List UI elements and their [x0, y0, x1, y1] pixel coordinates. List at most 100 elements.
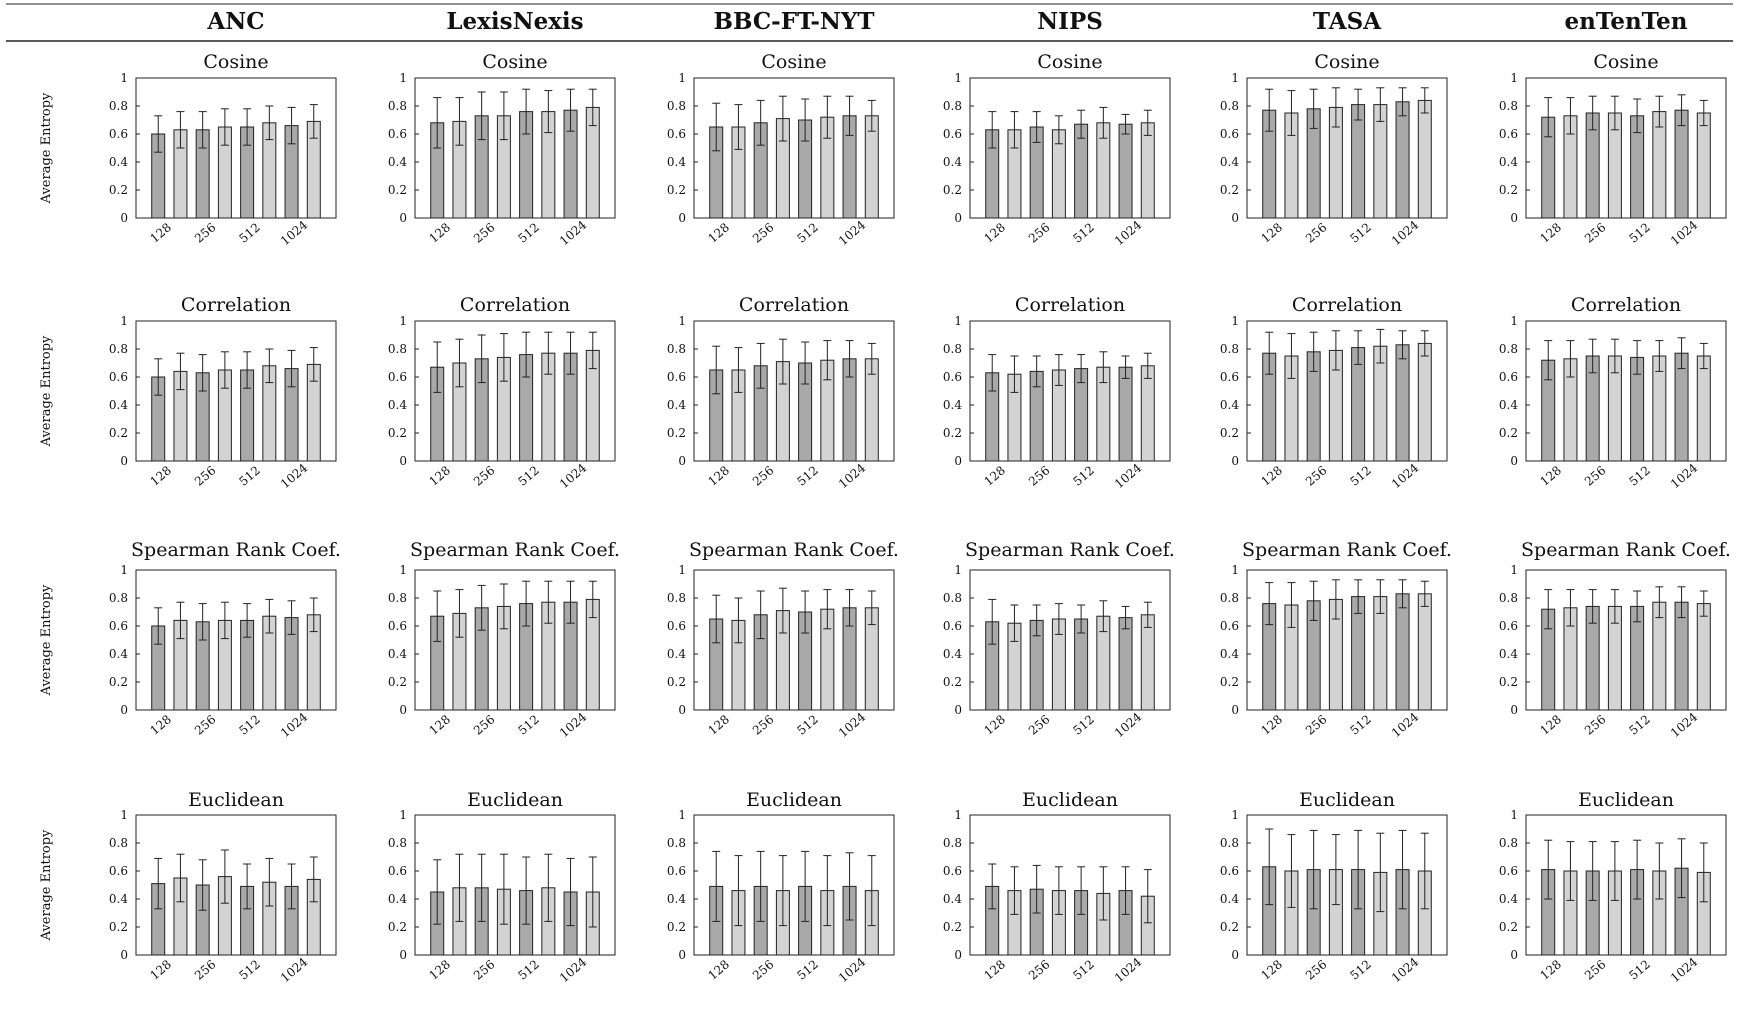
x-tick-label: 256 [1582, 957, 1609, 982]
y-tick-label: 0.4 [1499, 647, 1518, 661]
x-tick-label: 512 [794, 463, 821, 488]
y-tick-label: 0.2 [943, 675, 962, 689]
x-tick-label: 512 [1347, 957, 1374, 982]
x-tick-label: 256 [471, 957, 498, 982]
y-tick-label: 1 [399, 563, 407, 577]
x-tick-label: 256 [1582, 463, 1609, 488]
bar [1351, 104, 1366, 219]
y-tick-label: 0 [954, 703, 962, 717]
bar [1652, 601, 1667, 711]
panel-title: Cosine [1314, 51, 1379, 73]
x-tick-label: 1024 [557, 955, 590, 986]
y-tick-label: 0 [954, 454, 962, 468]
y-tick-label: 0.8 [109, 836, 128, 850]
y-tick-label: 0.4 [667, 892, 686, 906]
y-tick-label: 0 [1510, 948, 1518, 962]
bar [1140, 365, 1155, 462]
x-tick-label: 256 [1026, 957, 1053, 982]
y-tick-label: 1 [954, 71, 962, 85]
x-tick-label: 256 [471, 463, 498, 488]
panel-title: Euclidean [188, 789, 284, 811]
x-tick-label: 128 [981, 463, 1008, 488]
y-tick-label: 0.6 [1499, 619, 1518, 633]
bar [1674, 109, 1689, 219]
x-tick-label: 128 [705, 712, 732, 737]
y-tick-label: 0.8 [667, 591, 686, 605]
plot-frame [135, 814, 337, 956]
x-tick-label: 1024 [557, 461, 590, 492]
y-tick-label: 0.6 [667, 127, 686, 141]
y-tick-label: 0.2 [109, 920, 128, 934]
y-tick-label: 0.6 [943, 370, 962, 384]
y-tick-label: 0.4 [943, 647, 962, 661]
x-tick-label: 512 [1347, 712, 1374, 737]
panel-title: Cosine [203, 51, 268, 73]
y-tick-label: 0.2 [1499, 675, 1518, 689]
x-tick-label: 1024 [278, 955, 311, 986]
x-tick-label: 1024 [557, 710, 590, 741]
plot-frame [135, 569, 337, 711]
x-tick-label: 128 [1258, 463, 1285, 488]
x-tick-label: 512 [236, 463, 263, 488]
y-tick-label: 0.2 [388, 426, 407, 440]
y-tick-label: 0 [1510, 211, 1518, 225]
x-tick-label: 1024 [836, 218, 869, 249]
y-tick-label: 0.8 [1499, 591, 1518, 605]
panel-title: Euclidean [1299, 789, 1395, 811]
x-tick-label: 512 [515, 463, 542, 488]
y-tick-label: 0.2 [943, 426, 962, 440]
y-tick-label: 1 [399, 71, 407, 85]
y-tick-label: 0.6 [1499, 864, 1518, 878]
y-tick-label: 0.6 [109, 127, 128, 141]
x-tick-label: 1024 [1112, 218, 1145, 249]
plot-frame [1246, 569, 1448, 711]
y-tick-label: 0.8 [388, 591, 407, 605]
y-tick-label: 1 [1510, 71, 1518, 85]
y-tick-label: 0.6 [388, 619, 407, 633]
x-tick-label: 256 [1582, 220, 1609, 245]
x-tick-label: 128 [426, 957, 453, 982]
y-tick-label: 0 [678, 948, 686, 962]
y-tick-label: 0.6 [1220, 619, 1239, 633]
y-tick-label: 1 [678, 314, 686, 328]
x-tick-label: 1024 [557, 218, 590, 249]
x-tick-label: 1024 [278, 710, 311, 741]
plot-frame [969, 814, 1171, 956]
y-tick-label: 1 [678, 808, 686, 822]
y-tick-label: 1 [120, 563, 128, 577]
bar [1118, 617, 1133, 711]
panel-title: Euclidean [467, 789, 563, 811]
y-tick-label: 0 [1231, 948, 1239, 962]
y-tick-label: 0.2 [1220, 426, 1239, 440]
y-tick-label: 0.4 [1220, 155, 1239, 169]
x-tick-label: 512 [236, 220, 263, 245]
dataset-header: LexisNexis [446, 8, 583, 35]
x-tick-label: 1024 [1389, 710, 1422, 741]
y-tick-label: 0.8 [1499, 836, 1518, 850]
y-tick-label: 0.2 [388, 920, 407, 934]
y-tick-label: 0 [1510, 703, 1518, 717]
x-tick-label: 128 [1258, 220, 1285, 245]
y-tick-label: 0.2 [667, 426, 686, 440]
panel-title: Correlation [181, 294, 291, 316]
x-tick-label: 1024 [1668, 218, 1701, 249]
y-tick-label: 0.4 [1220, 647, 1239, 661]
x-tick-label: 128 [1537, 957, 1564, 982]
dataset-header: ANC [206, 8, 264, 35]
x-tick-label: 512 [1626, 463, 1653, 488]
y-tick-label: 0.8 [388, 836, 407, 850]
y-tick-label: 0.2 [388, 675, 407, 689]
x-tick-label: 1024 [1112, 955, 1145, 986]
x-tick-label: 256 [750, 712, 777, 737]
y-tick-label: 0.6 [667, 619, 686, 633]
bar [1118, 366, 1133, 462]
y-tick-label: 0.8 [667, 836, 686, 850]
panel-title: Spearman Rank Coef. [410, 539, 620, 561]
y-tick-label: 0 [399, 454, 407, 468]
x-tick-label: 512 [1347, 220, 1374, 245]
x-tick-label: 256 [750, 463, 777, 488]
y-tick-label: 0 [120, 703, 128, 717]
y-tick-label: 0.4 [1499, 155, 1518, 169]
y-tick-label: 0.8 [109, 591, 128, 605]
x-tick-label: 1024 [278, 218, 311, 249]
